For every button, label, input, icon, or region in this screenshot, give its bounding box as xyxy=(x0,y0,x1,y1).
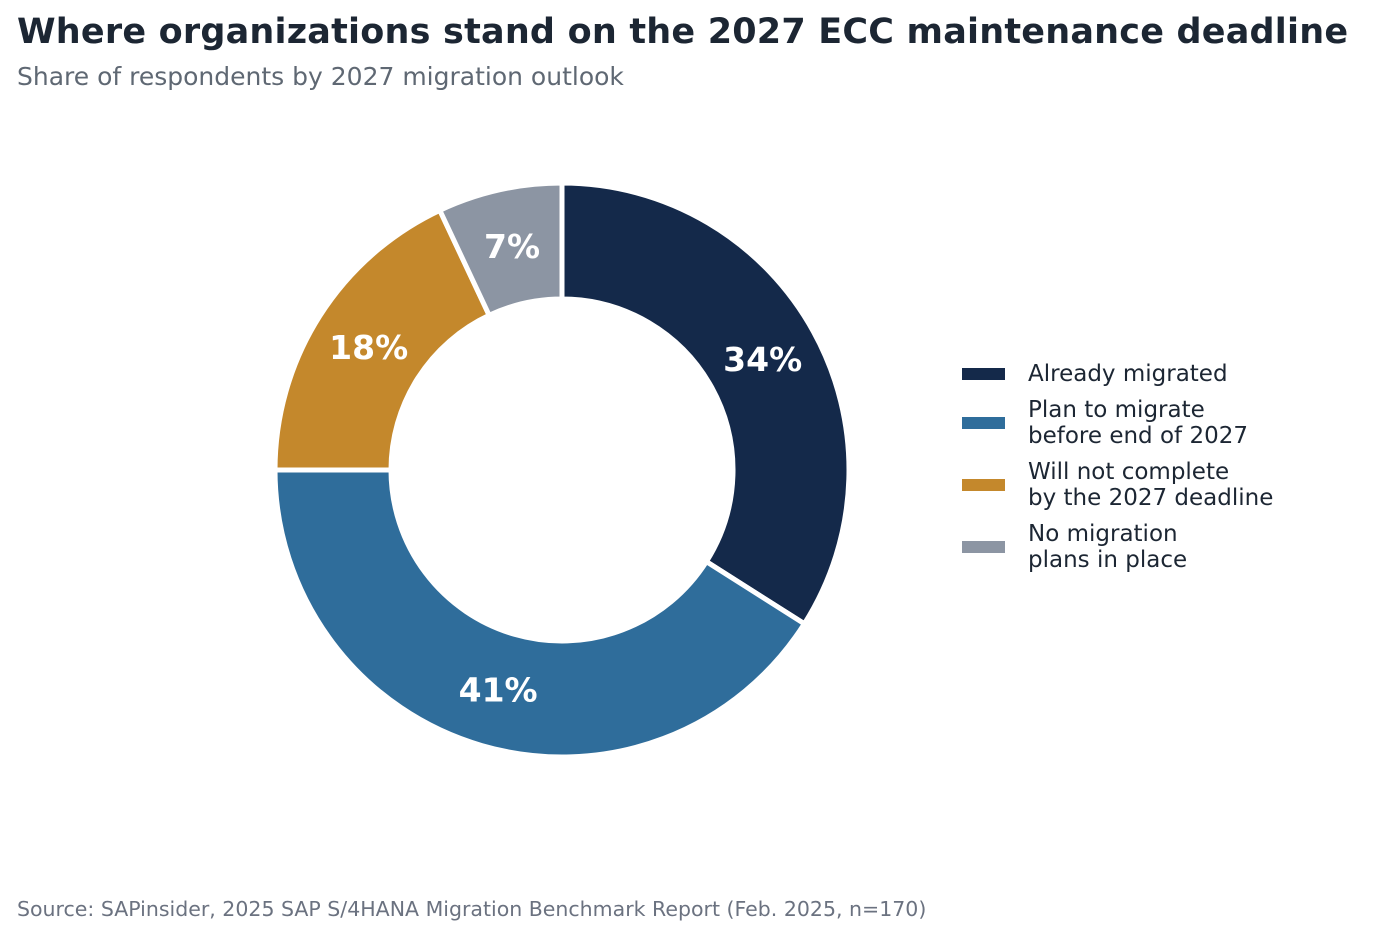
legend-swatch-0 xyxy=(962,368,1005,381)
slice-value-label-2: 18% xyxy=(329,328,408,367)
legend-label-3: No migration plans in place xyxy=(1028,520,1188,574)
slice-value-label-3: 7% xyxy=(484,227,540,266)
slice-value-label-1: 41% xyxy=(459,670,538,709)
legend-item-1: Plan to migrate before end of 2027 xyxy=(962,397,1372,450)
legend-swatch-1 xyxy=(962,417,1005,429)
legend: Already migrated Plan to migrate before e… xyxy=(962,361,1372,583)
legend-swatch-2 xyxy=(962,479,1005,491)
donut-slice-2 xyxy=(272,206,493,473)
legend-item-3: No migration plans in place xyxy=(962,521,1372,574)
legend-swatch-3 xyxy=(962,541,1005,553)
legend-label-2: Will not complete by the 2027 deadline xyxy=(1028,458,1274,512)
legend-label-1: Plan to migrate before end of 2027 xyxy=(1028,396,1248,450)
legend-item-0: Already migrated xyxy=(962,361,1372,388)
donut-slice-0 xyxy=(559,180,852,628)
legend-item-2: Will not complete by the 2027 deadline xyxy=(962,459,1372,512)
chart-title: Where organizations stand on the 2027 EC… xyxy=(17,12,1349,52)
source-note: Source: SAPinsider, 2025 SAP S/4HANA Mig… xyxy=(17,897,927,921)
donut-slice-3 xyxy=(436,180,565,319)
donut-slice-1 xyxy=(272,467,808,760)
chart-subtitle: Share of respondents by 2027 migration o… xyxy=(17,62,624,91)
legend-label-0: Already migrated xyxy=(1028,361,1228,387)
slice-value-label-0: 34% xyxy=(723,340,802,379)
